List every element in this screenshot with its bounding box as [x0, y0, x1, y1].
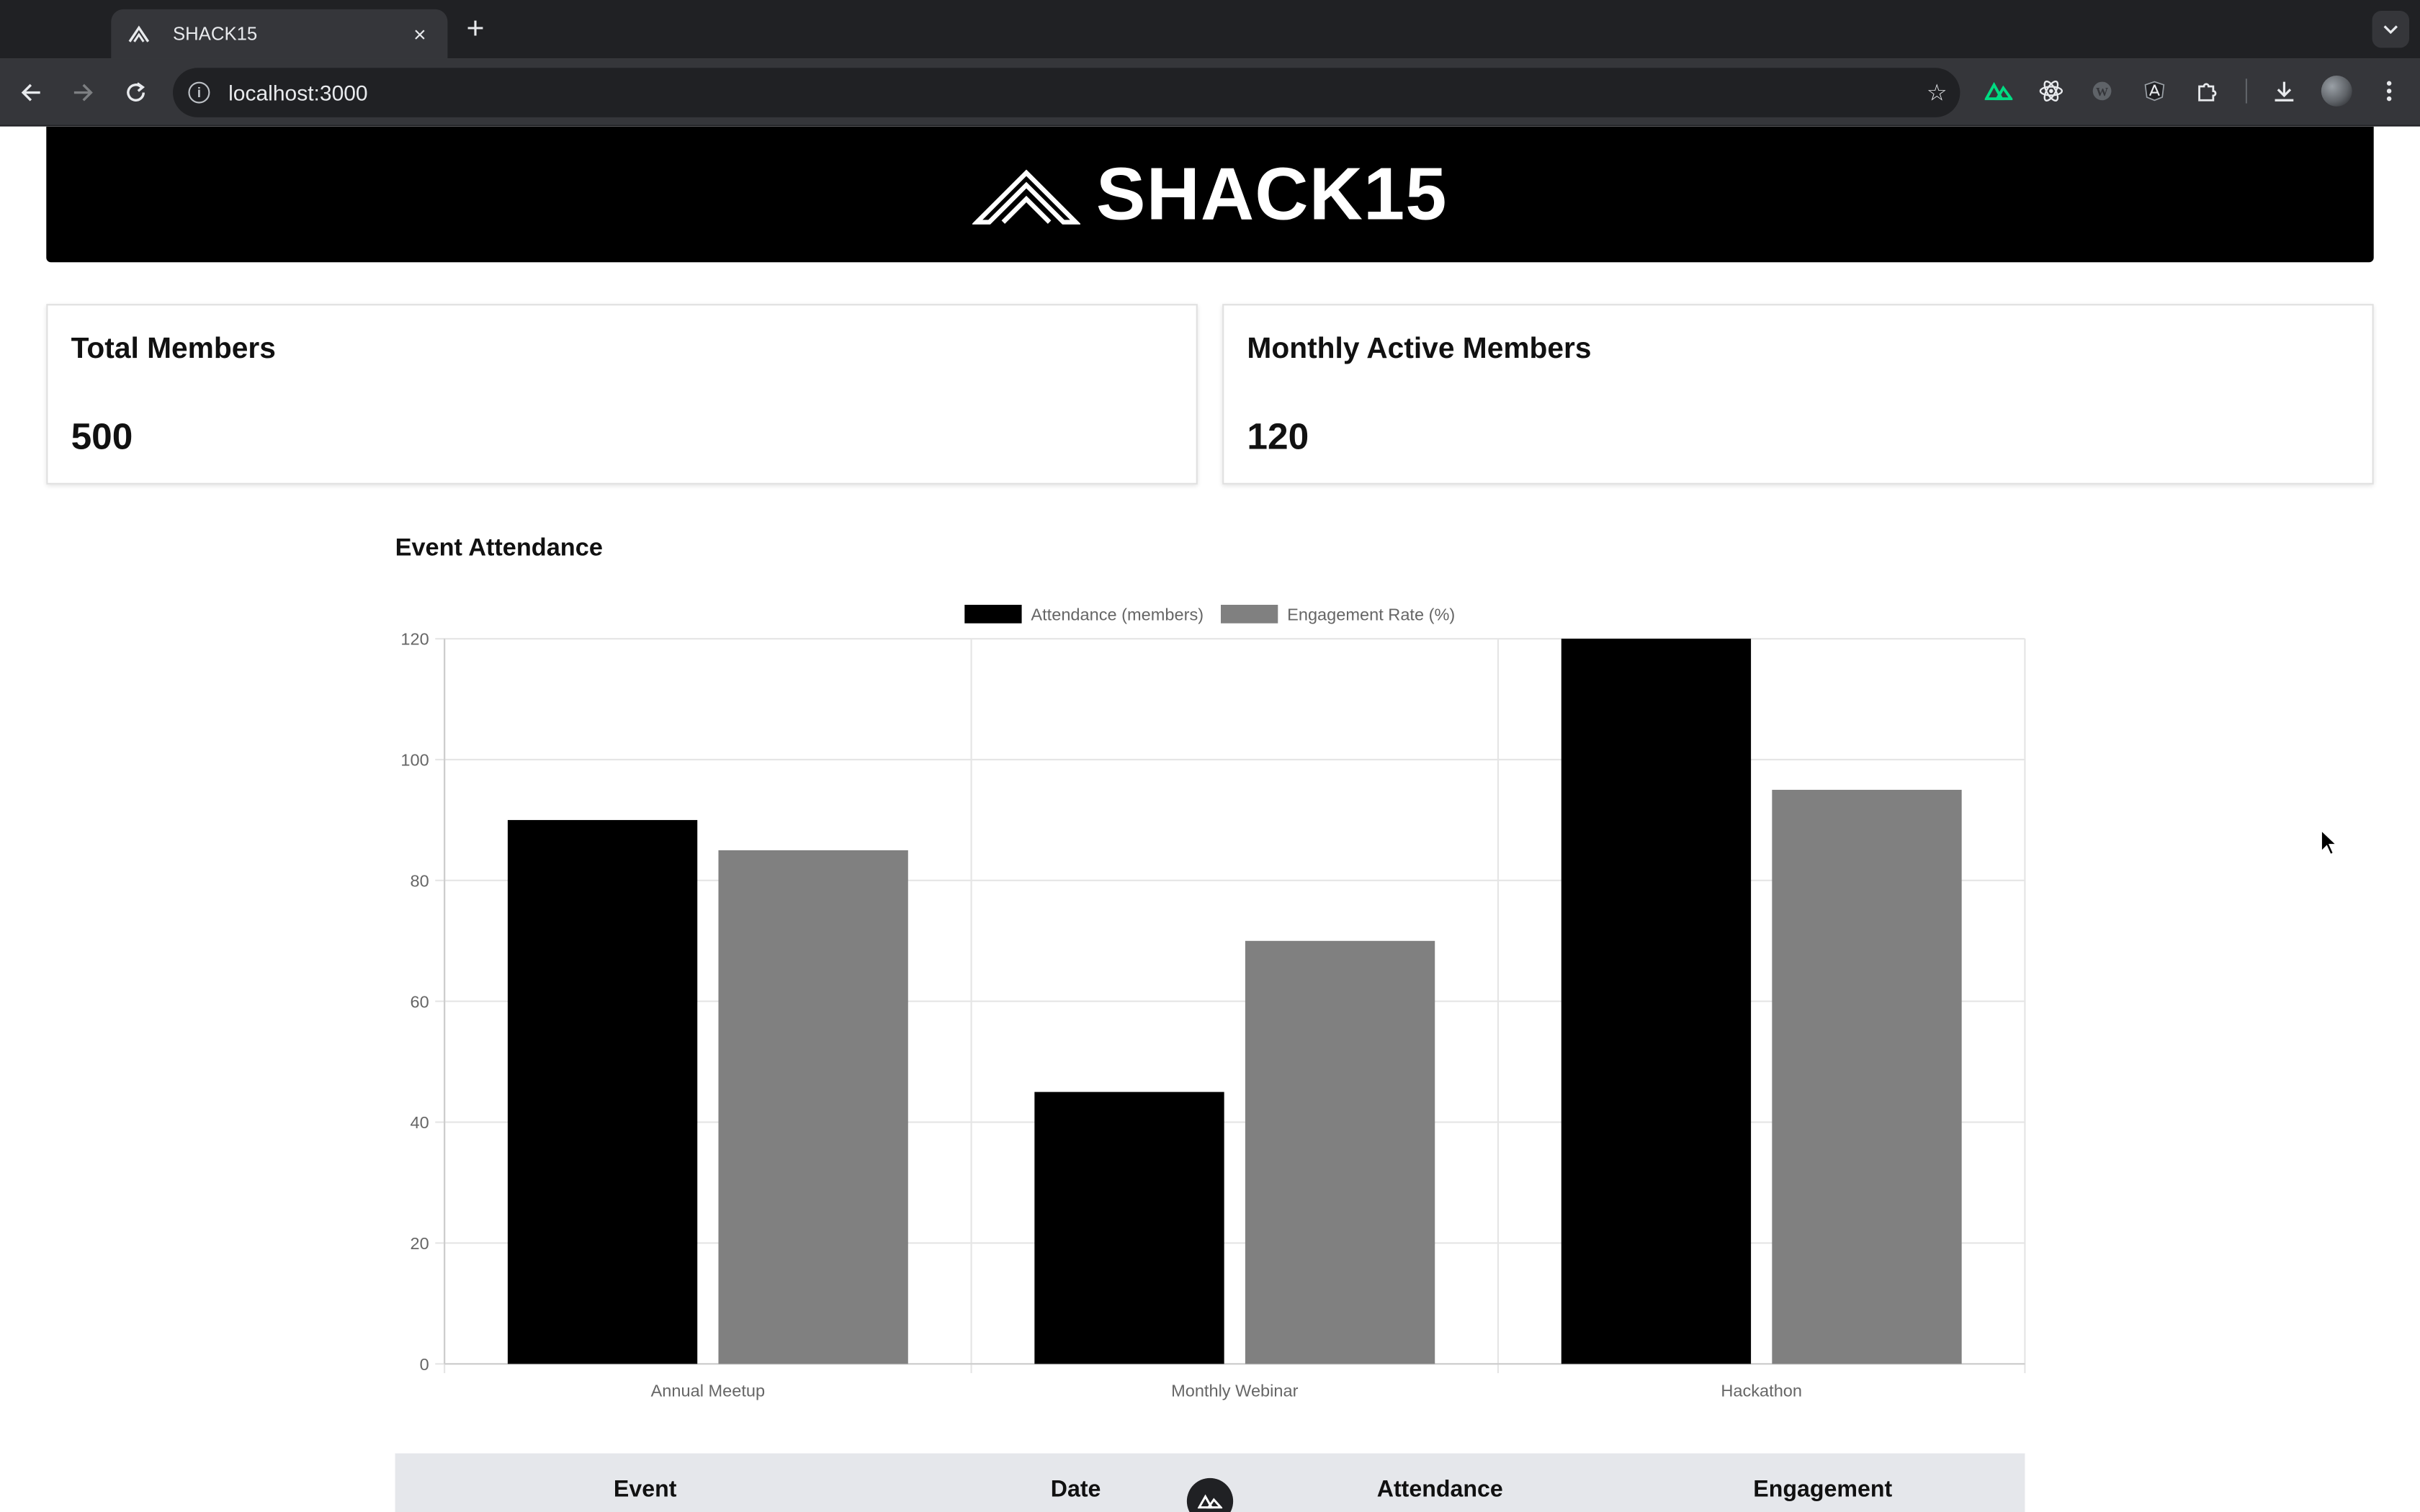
x-tick-label: Hackathon	[1721, 1381, 1802, 1400]
arrow-right-icon	[73, 84, 93, 102]
browser-tab[interactable]: SHACK15 ×	[111, 9, 448, 59]
logo-text: SHACK15	[1095, 153, 1448, 235]
bar-attendance	[507, 819, 698, 1364]
reload-icon	[127, 82, 145, 102]
column-header-attendance[interactable]: Attendance	[1376, 1476, 1503, 1503]
toolbar-divider	[2245, 78, 2247, 104]
wordpress-icon[interactable]: W	[2087, 76, 2118, 107]
page-content: SHACK15 Total Members 500 Monthly Active…	[0, 126, 2420, 1512]
url-text[interactable]: localhost:3000	[228, 80, 368, 105]
tab-search-button[interactable]	[2372, 11, 2409, 48]
y-tick-label: 120	[400, 630, 429, 649]
y-tick-label: 20	[410, 1234, 429, 1253]
bar-attendance	[1561, 639, 1752, 1364]
site-header: SHACK15	[46, 126, 2374, 263]
menu-kebab-icon[interactable]	[2374, 76, 2405, 107]
x-tick-label: Annual Meetup	[651, 1381, 766, 1400]
downloads-icon[interactable]	[2269, 76, 2300, 107]
stat-card-monthly-active: Monthly Active Members 120	[1222, 304, 2374, 485]
new-tab-button[interactable]: +	[466, 12, 485, 46]
y-tick-label: 100	[400, 751, 429, 770]
bar-attendance	[1034, 1092, 1224, 1364]
nuxt-logo-icon	[1197, 1494, 1223, 1509]
chevron-down-icon	[2383, 25, 2398, 35]
bar-engagement	[1772, 789, 1962, 1364]
arrow-left-icon	[21, 84, 40, 102]
shack15-chevron-icon	[972, 169, 1081, 225]
browser-tab-bar: SHACK15 × +	[0, 0, 2420, 59]
x-tick-label: Monthly Webinar	[1171, 1381, 1299, 1400]
mouse-cursor-icon	[2320, 828, 2339, 856]
stat-card-total-members: Total Members 500	[46, 304, 1198, 485]
profile-avatar[interactable]	[2321, 76, 2352, 107]
bookmark-star-icon[interactable]: ☆	[1926, 80, 1948, 107]
site-info-icon[interactable]: i	[188, 81, 210, 104]
bar-engagement	[718, 850, 908, 1364]
react-devtools-icon[interactable]	[2035, 76, 2066, 107]
address-bar[interactable]: i localhost:3000 ☆	[173, 68, 1960, 117]
angular-devtools-icon[interactable]	[2139, 76, 2170, 107]
tab-close-icon[interactable]: ×	[413, 22, 426, 47]
legend-swatch	[964, 605, 1022, 624]
column-header-date[interactable]: Date	[1050, 1476, 1101, 1503]
column-header-engagement[interactable]: Engagement	[1753, 1476, 1893, 1503]
y-tick-label: 0	[420, 1355, 429, 1374]
y-tick-label: 80	[410, 871, 429, 890]
stat-value: 500	[71, 416, 133, 459]
event-attendance-chart: 0 20 40 60 80 100 120 Annual Meetup Monthly Webi…	[400, 605, 2026, 1400]
stat-label: Total Members	[71, 333, 276, 366]
forward-button[interactable]	[66, 76, 100, 109]
legend-swatch	[1221, 605, 1278, 624]
back-button[interactable]	[14, 76, 48, 109]
legend-label: Attendance (members)	[1031, 605, 1204, 624]
shack15-logo[interactable]: SHACK15	[972, 152, 1447, 237]
tab-title: SHACK15	[173, 23, 258, 45]
stat-label: Monthly Active Members	[1247, 333, 1592, 366]
svg-text:W: W	[2096, 85, 2108, 99]
nuxt-devtools-icon[interactable]	[1984, 76, 2015, 107]
bar-engagement	[1245, 940, 1435, 1364]
y-tick-label: 60	[410, 992, 429, 1011]
shack15-favicon-icon	[127, 22, 151, 46]
reload-button[interactable]	[119, 76, 153, 109]
section-title: Event Attendance	[395, 535, 603, 562]
legend-label: Engagement Rate (%)	[1287, 605, 1455, 624]
nuxt-devtools-toggle[interactable]	[1186, 1477, 1234, 1512]
y-tick-label: 40	[410, 1113, 429, 1132]
browser-toolbar: i localhost:3000 ☆	[0, 58, 2420, 127]
stat-value: 120	[1247, 416, 1309, 459]
extensions-puzzle-icon[interactable]	[2192, 76, 2223, 107]
column-header-event[interactable]: Event	[613, 1476, 677, 1503]
